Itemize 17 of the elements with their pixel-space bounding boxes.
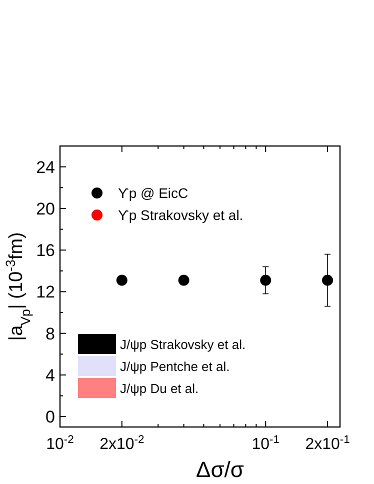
y-tick-label: 20 [36, 199, 55, 218]
x-axis-title: Δσ/σ [196, 457, 244, 482]
y-tick-label: 24 [36, 158, 55, 177]
legend-label: ϒp @ EicC [118, 185, 188, 201]
x-tick-label: 10$^{-2}$ [46, 434, 74, 453]
y-tick-label: 0 [46, 408, 55, 427]
x-tick-label: 10$^{-1}$ [252, 434, 280, 453]
legend-label: J/ψp Strakovsky et al. [120, 337, 246, 352]
legend-label: ϒp Strakovsky et al. [118, 207, 244, 223]
x-tick-label: 2x10$^{-2}$ [100, 434, 144, 453]
y-tick-label: 4 [46, 366, 55, 385]
legend-label: J/ψp Pentche et al. [120, 359, 230, 374]
y-tick-label: 8 [46, 324, 55, 344]
y-tick-label: 16 [36, 241, 55, 260]
y-tick-label: 12 [36, 282, 55, 302]
x-tick-label: 2x10$^{-1}$ [305, 434, 350, 453]
legend-label: J/ψp Du et al. [120, 381, 199, 396]
